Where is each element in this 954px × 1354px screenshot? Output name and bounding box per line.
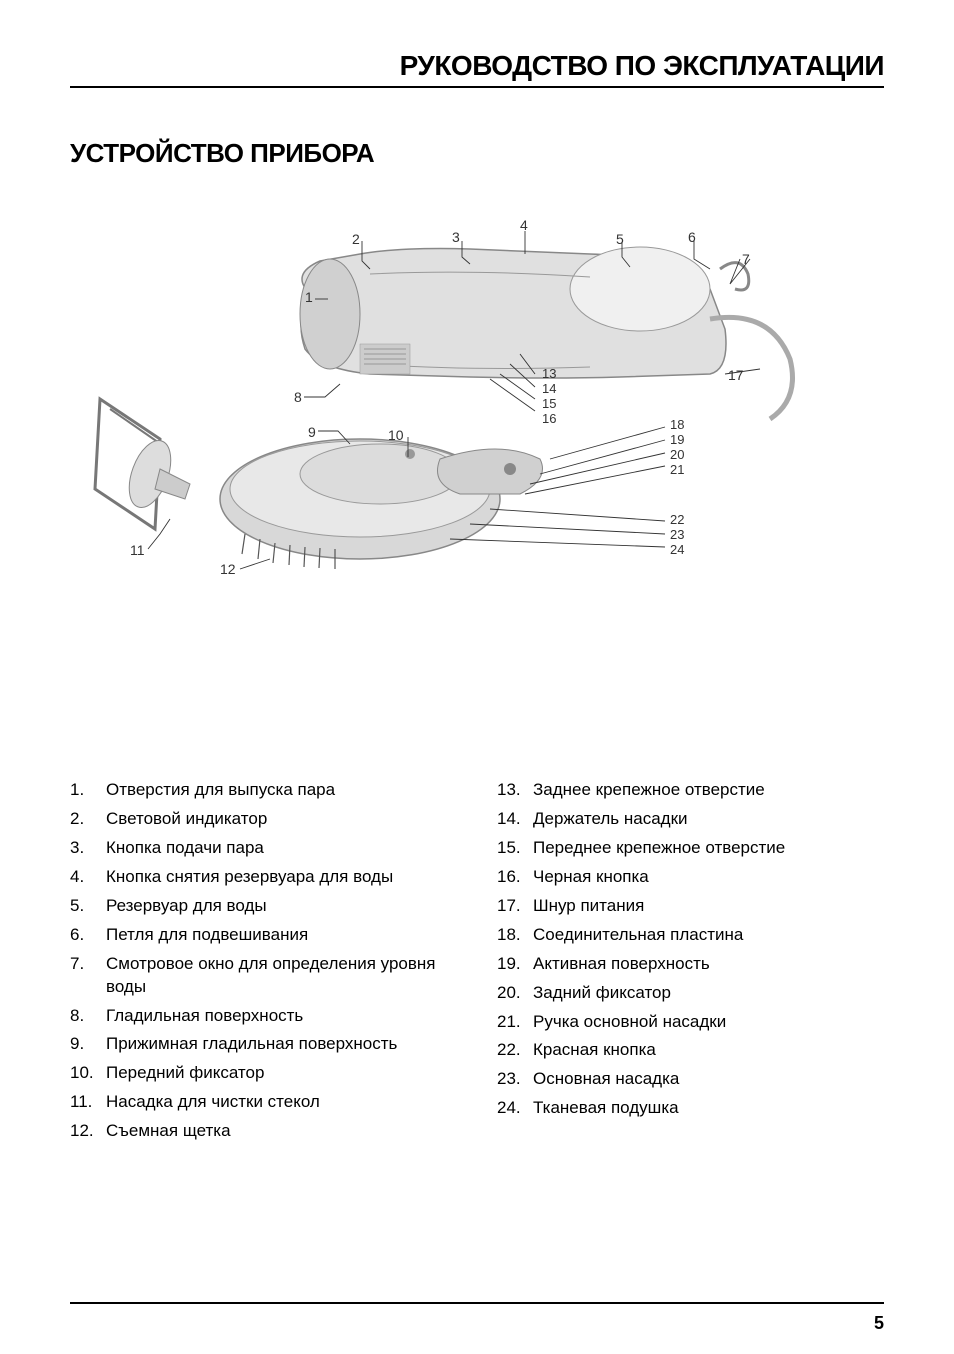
legend-text: Красная кнопка [533,1039,884,1062]
legend-text: Гладильная поверхность [106,1005,457,1028]
legend-number: 4. [70,866,106,889]
callout-label: 7 [742,251,750,267]
callout-label: 17 [728,367,744,383]
legend-number: 10. [70,1062,106,1085]
legend-text: Переднее крепежное отверстие [533,837,884,860]
legend-number: 14. [497,808,533,831]
legend-text: Петля для подвешивания [106,924,457,947]
legend-number: 8. [70,1005,106,1028]
legend-item: 4.Кнопка снятия резервуара для воды [70,866,457,889]
callout-stack: 13141516 [542,367,556,427]
legend-number: 7. [70,953,106,999]
legend-text: Съемная щетка [106,1120,457,1143]
header-title: РУКОВОДСТВО ПО ЭКСПЛУАТАЦИИ [70,50,884,88]
legend-item: 10.Передний фиксатор [70,1062,457,1085]
legend-item: 3.Кнопка подачи пара [70,837,457,860]
legend-item: 9.Прижимная гладильная поверхность [70,1033,457,1056]
legend-number: 16. [497,866,533,889]
callout-stack: 18192021 [670,418,684,478]
legend-text: Соединительная пластина [533,924,884,947]
legend-item: 19.Активная поверхность [497,953,884,976]
legend-text: Кнопка снятия резервуара для воды [106,866,457,889]
legend-number: 23. [497,1068,533,1091]
legend-number: 2. [70,808,106,831]
legend-number: 9. [70,1033,106,1056]
legend-number: 17. [497,895,533,918]
legend-item: 18.Соединительная пластина [497,924,884,947]
legend-text: Отверстия для выпуска пара [106,779,457,802]
legend-item: 22.Красная кнопка [497,1039,884,1062]
legend-number: 19. [497,953,533,976]
legend-number: 11. [70,1091,106,1114]
legend-item: 2.Световой индикатор [70,808,457,831]
legend-number: 13. [497,779,533,802]
legend-text: Смотровое окно для определения уровня во… [106,953,457,999]
legend-right-column: 13.Заднее крепежное отверстие14.Держател… [497,779,884,1149]
legend-number: 12. [70,1120,106,1143]
legend-item: 7.Смотровое окно для определения уровня … [70,953,457,999]
legend-text: Основная насадка [533,1068,884,1091]
legend-text: Держатель насадки [533,808,884,831]
footer-rule [70,1302,884,1304]
callout-label: 12 [220,561,236,577]
legend-item: 12.Съемная щетка [70,1120,457,1143]
legend-item: 16.Черная кнопка [497,866,884,889]
legend-item: 14.Держатель насадки [497,808,884,831]
legend-item: 8.Гладильная поверхность [70,1005,457,1028]
section-title: УСТРОЙСТВО ПРИБОРА [70,138,884,169]
legend-text: Прижимная гладильная поверхность [106,1033,457,1056]
callout-label: 2 [352,231,360,247]
legend-item: 13.Заднее крепежное отверстие [497,779,884,802]
legend-left-column: 1.Отверстия для выпуска пара2.Световой и… [70,779,457,1149]
legend-number: 20. [497,982,533,1005]
legend-number: 24. [497,1097,533,1120]
legend-item: 11.Насадка для чистки стекол [70,1091,457,1114]
legend-item: 15.Переднее крепежное отверстие [497,837,884,860]
legend-number: 6. [70,924,106,947]
legend-number: 5. [70,895,106,918]
legend-item: 17.Шнур питания [497,895,884,918]
brush-attachment-group [220,439,543,569]
legend-text: Насадка для чистки стекол [106,1091,457,1114]
callout-label: 11 [130,542,145,558]
legend-number: 18. [497,924,533,947]
callout-label: 3 [452,229,460,245]
legend-item: 5.Резервуар для воды [70,895,457,918]
callout-label: 6 [688,229,696,245]
legend-item: 21.Ручка основной насадки [497,1011,884,1034]
legend-item: 20.Задний фиксатор [497,982,884,1005]
legend-text: Световой индикатор [106,808,457,831]
legend-text: Шнур питания [533,895,884,918]
legend-number: 22. [497,1039,533,1062]
squeegee-group [95,399,190,529]
legend-text: Передний фиксатор [106,1062,457,1085]
legend-text: Заднее крепежное отверстие [533,779,884,802]
legend-text: Активная поверхность [533,953,884,976]
callout-stack: 222324 [670,513,684,558]
callout-label: 8 [294,389,302,405]
legend-item: 1.Отверстия для выпуска пара [70,779,457,802]
legend-item: 6.Петля для подвешивания [70,924,457,947]
legend-text: Резервуар для воды [106,895,457,918]
page-number: 5 [874,1313,884,1334]
legend-text: Задний фиксатор [533,982,884,1005]
legend-number: 21. [497,1011,533,1034]
legend-item: 24.Тканевая подушка [497,1097,884,1120]
legend-text: Ручка основной насадки [533,1011,884,1034]
legend-number: 15. [497,837,533,860]
callout-label: 9 [308,424,316,440]
diagram-svg [70,199,884,659]
legend-number: 1. [70,779,106,802]
callout-label: 10 [388,427,404,443]
parts-legend: 1.Отверстия для выпуска пара2.Световой и… [70,779,884,1149]
callout-label: 4 [520,217,528,233]
callout-label: 1 [305,289,313,305]
callout-label: 5 [616,231,624,247]
legend-number: 3. [70,837,106,860]
legend-text: Черная кнопка [533,866,884,889]
device-diagram: 123456789101112171314151618192021222324 [70,199,884,659]
legend-text: Тканевая подушка [533,1097,884,1120]
legend-text: Кнопка подачи пара [106,837,457,860]
legend-item: 23.Основная насадка [497,1068,884,1091]
